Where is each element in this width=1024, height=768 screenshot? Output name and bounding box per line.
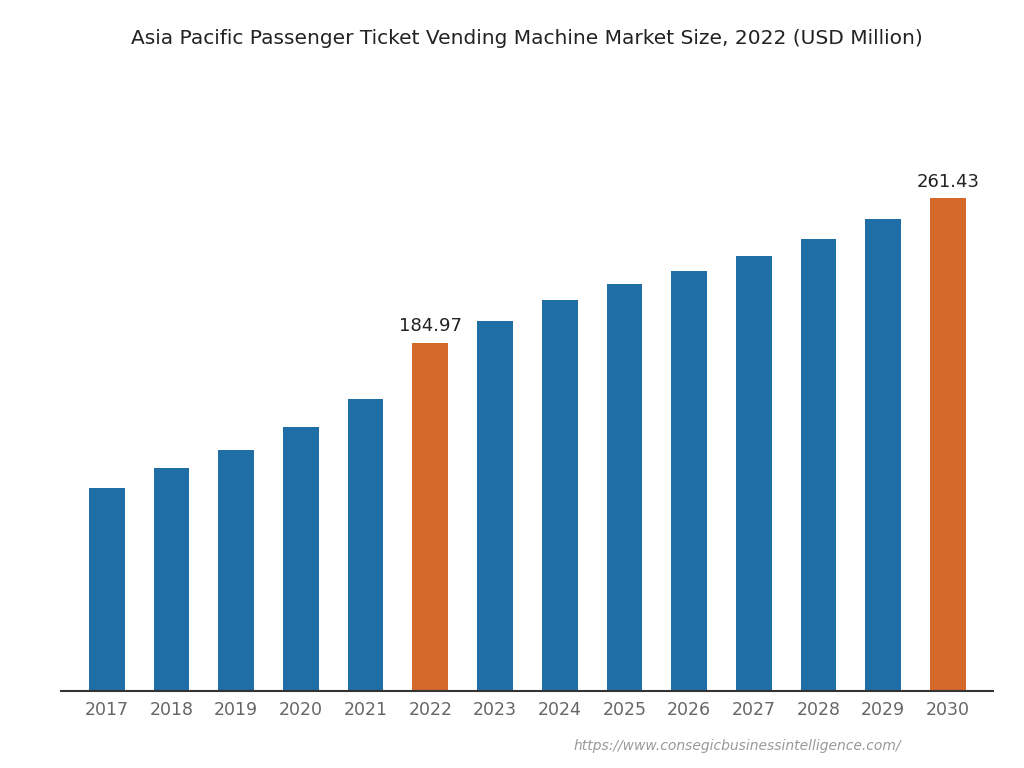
Text: 184.97: 184.97 bbox=[398, 317, 462, 335]
Bar bbox=[283, 427, 318, 691]
Title: Asia Pacific Passenger Ticket Vending Machine Market Size, 2022 (USD Million): Asia Pacific Passenger Ticket Vending Ma… bbox=[131, 29, 924, 48]
Bar bbox=[736, 256, 772, 691]
Bar bbox=[801, 239, 837, 691]
Text: 261.43: 261.43 bbox=[916, 173, 980, 190]
Bar bbox=[865, 219, 901, 691]
Text: https://www.consegicbusinessintelligence.com/: https://www.consegicbusinessintelligence… bbox=[573, 739, 901, 753]
Bar bbox=[606, 284, 642, 691]
Bar bbox=[930, 198, 966, 691]
Bar bbox=[218, 450, 254, 691]
Bar bbox=[672, 271, 707, 691]
Bar bbox=[413, 343, 449, 691]
Bar bbox=[348, 399, 383, 691]
Bar bbox=[542, 300, 578, 691]
Bar bbox=[477, 321, 513, 691]
Bar bbox=[154, 468, 189, 691]
Bar bbox=[89, 488, 125, 691]
